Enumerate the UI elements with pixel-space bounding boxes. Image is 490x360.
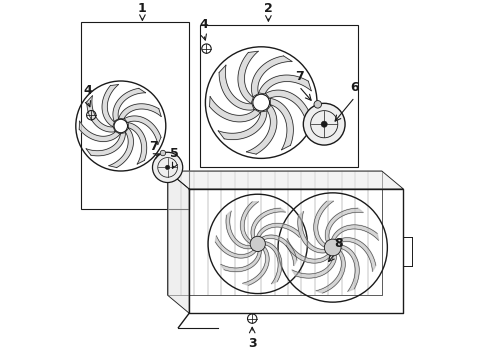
Polygon shape bbox=[86, 133, 125, 156]
Text: 2: 2 bbox=[264, 3, 273, 15]
Text: 3: 3 bbox=[248, 337, 256, 350]
Polygon shape bbox=[251, 208, 286, 238]
Polygon shape bbox=[332, 225, 379, 240]
Circle shape bbox=[160, 150, 166, 156]
Polygon shape bbox=[298, 211, 326, 253]
Polygon shape bbox=[338, 238, 376, 271]
Text: 1: 1 bbox=[138, 3, 147, 15]
Polygon shape bbox=[270, 98, 294, 150]
Text: 5: 5 bbox=[171, 147, 179, 160]
Polygon shape bbox=[87, 96, 115, 132]
Polygon shape bbox=[241, 202, 259, 243]
Circle shape bbox=[314, 100, 321, 108]
Circle shape bbox=[321, 121, 327, 127]
Bar bbox=[81, 22, 189, 209]
Polygon shape bbox=[220, 251, 261, 272]
Text: 8: 8 bbox=[334, 237, 343, 250]
Polygon shape bbox=[266, 242, 282, 284]
Polygon shape bbox=[113, 88, 146, 121]
Polygon shape bbox=[168, 171, 403, 189]
Polygon shape bbox=[251, 56, 292, 97]
Polygon shape bbox=[109, 128, 133, 167]
Polygon shape bbox=[226, 211, 251, 249]
Polygon shape bbox=[102, 85, 119, 127]
Polygon shape bbox=[168, 171, 189, 313]
Bar bbox=[200, 25, 358, 167]
Polygon shape bbox=[210, 96, 260, 122]
Polygon shape bbox=[119, 104, 161, 119]
Polygon shape bbox=[246, 105, 277, 154]
Circle shape bbox=[165, 165, 170, 170]
Polygon shape bbox=[286, 238, 331, 263]
Text: 7: 7 bbox=[294, 70, 303, 83]
Circle shape bbox=[324, 239, 341, 256]
Polygon shape bbox=[341, 245, 359, 292]
Polygon shape bbox=[262, 235, 297, 266]
Circle shape bbox=[250, 236, 266, 252]
Polygon shape bbox=[266, 90, 311, 126]
Polygon shape bbox=[124, 116, 161, 145]
Polygon shape bbox=[314, 201, 334, 247]
Polygon shape bbox=[79, 121, 120, 141]
Text: 6: 6 bbox=[350, 81, 359, 94]
Circle shape bbox=[303, 103, 345, 145]
Polygon shape bbox=[243, 247, 269, 285]
Polygon shape bbox=[316, 251, 345, 293]
Text: 7: 7 bbox=[149, 140, 158, 153]
Polygon shape bbox=[257, 223, 299, 238]
Text: 4: 4 bbox=[83, 84, 92, 97]
Polygon shape bbox=[238, 51, 258, 103]
Polygon shape bbox=[292, 255, 337, 278]
Polygon shape bbox=[219, 65, 254, 110]
Polygon shape bbox=[218, 111, 267, 140]
Polygon shape bbox=[259, 75, 311, 94]
Text: 4: 4 bbox=[199, 18, 208, 31]
Polygon shape bbox=[215, 236, 256, 258]
Circle shape bbox=[152, 152, 183, 183]
Polygon shape bbox=[128, 123, 147, 164]
Polygon shape bbox=[325, 208, 364, 242]
